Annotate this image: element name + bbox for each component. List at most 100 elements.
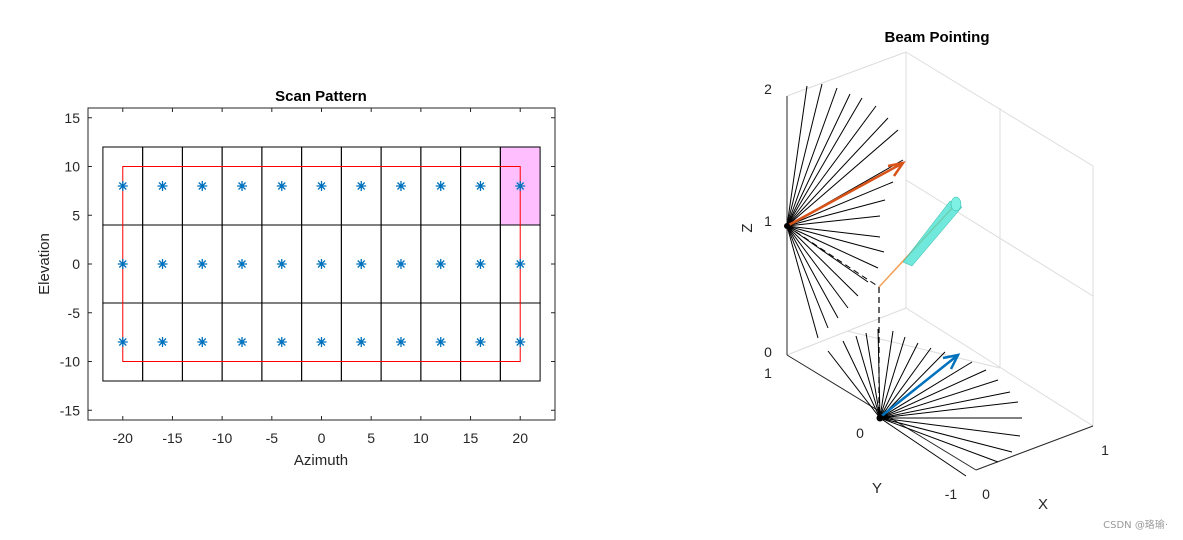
scan-point bbox=[237, 259, 248, 269]
axis-lines bbox=[786, 96, 1094, 471]
azimuth-ray bbox=[879, 361, 973, 419]
azimuth-ray bbox=[879, 417, 967, 477]
elevation-ray bbox=[786, 117, 889, 227]
elevation-ray bbox=[786, 87, 838, 227]
y-axis-ticks: -15 -10 -5 0 5 10 15 bbox=[60, 110, 555, 418]
azimuth-ray bbox=[879, 417, 999, 463]
scan-point bbox=[157, 259, 168, 269]
scan-pattern-chart: Scan Pattern -20 -15 -10 -5 0 5 10 15 20 -15-10-… bbox=[36, 88, 556, 469]
azimuth-ray bbox=[879, 369, 987, 419]
y-tick-label: 0 bbox=[856, 425, 864, 441]
x-tick-label: -20 bbox=[113, 430, 133, 446]
scan-point bbox=[435, 181, 446, 191]
azimuth-ray bbox=[865, 332, 881, 419]
beam-cone-cap bbox=[950, 196, 962, 212]
elevation-ray bbox=[786, 215, 881, 227]
scan-point bbox=[197, 337, 208, 347]
scan-point bbox=[197, 181, 208, 191]
elevation-ray bbox=[786, 225, 829, 329]
elevation-ray bbox=[786, 181, 894, 227]
z-tick-label: 0 bbox=[764, 344, 772, 360]
floor-origin-marker bbox=[876, 414, 884, 422]
elevation-ray bbox=[786, 225, 885, 253]
scan-point bbox=[117, 337, 128, 347]
scan-point bbox=[395, 181, 406, 191]
scan-point bbox=[515, 259, 526, 269]
scan-point bbox=[395, 337, 406, 347]
scan-point bbox=[276, 259, 287, 269]
azimuth-ray bbox=[877, 328, 881, 419]
scan-point bbox=[157, 337, 168, 347]
gridline bbox=[846, 330, 1001, 369]
azimuth-ray bbox=[842, 340, 881, 419]
x-tick-label: 0 bbox=[982, 486, 990, 502]
chart-title: Scan Pattern bbox=[275, 88, 367, 105]
wall-origin-marker bbox=[784, 223, 790, 229]
scan-point bbox=[515, 337, 526, 347]
elevation-arrow-head bbox=[887, 161, 906, 177]
scan-point bbox=[356, 337, 367, 347]
azimuth-ray bbox=[879, 379, 999, 419]
y-tick-label: 10 bbox=[64, 159, 80, 175]
beam-cone bbox=[902, 200, 963, 267]
x-tick-label: 10 bbox=[413, 430, 429, 446]
y-axis-label: Elevation bbox=[36, 233, 53, 295]
x-tick-label: -15 bbox=[162, 430, 182, 446]
elevation-arrow-shaft bbox=[786, 161, 904, 228]
elevation-ray bbox=[786, 97, 863, 227]
scan-point bbox=[316, 181, 327, 191]
azimuth-ray bbox=[879, 330, 894, 419]
azimuth-ray bbox=[879, 417, 1013, 453]
box-edge bbox=[786, 51, 907, 97]
x-tick-label: -10 bbox=[212, 430, 232, 446]
elevation-projection-lines bbox=[786, 83, 904, 339]
azimuth-ray bbox=[827, 350, 881, 419]
elevation-ray bbox=[786, 93, 851, 227]
box-edge bbox=[786, 307, 907, 356]
elevation-ray bbox=[786, 199, 886, 227]
axes-box bbox=[786, 51, 1094, 427]
chart-title: Beam Pointing bbox=[884, 29, 989, 46]
scan-point bbox=[395, 259, 406, 269]
elevation-ray bbox=[786, 225, 819, 339]
azimuth-ray bbox=[855, 335, 881, 419]
scan-points bbox=[117, 181, 526, 347]
azimuth-ray bbox=[879, 336, 906, 419]
elevation-ray bbox=[786, 85, 808, 227]
scan-point bbox=[435, 337, 446, 347]
azimuth-arrow-shaft bbox=[878, 354, 959, 419]
elevation-ray bbox=[786, 225, 859, 297]
elevation-ray bbox=[786, 105, 877, 227]
azimuth-ray bbox=[879, 347, 932, 419]
scan-point bbox=[157, 181, 168, 191]
y-tick-label: -1 bbox=[945, 486, 958, 502]
azimuth-arrow bbox=[878, 353, 961, 419]
watermark: CSDN @珞瑜· bbox=[1103, 518, 1168, 531]
x-axis-label: X bbox=[1038, 496, 1048, 513]
y-tick-label: 15 bbox=[64, 110, 80, 126]
elevation-ray bbox=[786, 225, 879, 269]
y-tick-label: 0 bbox=[72, 256, 80, 272]
scan-point bbox=[316, 259, 327, 269]
scan-point bbox=[117, 181, 128, 191]
azimuth-ray bbox=[879, 401, 1019, 419]
x-axis-label: Azimuth bbox=[294, 452, 348, 469]
projection-dash bbox=[786, 225, 880, 288]
y-tick-label: 1 bbox=[764, 365, 772, 381]
azimuth-ray bbox=[879, 391, 1011, 419]
y-tick-label: -15 bbox=[60, 402, 80, 418]
scan-point bbox=[117, 259, 128, 269]
scan-point bbox=[475, 337, 486, 347]
z-tick-label: 1 bbox=[764, 213, 772, 229]
y-tick-label: 5 bbox=[72, 207, 80, 223]
x-tick-label: -5 bbox=[266, 430, 279, 446]
y-tick-label: -10 bbox=[60, 354, 80, 370]
scan-point bbox=[475, 181, 486, 191]
scan-point bbox=[316, 337, 327, 347]
azimuth-arrow-head bbox=[942, 353, 961, 370]
elevation-ray bbox=[786, 225, 849, 309]
x-axis-ticks: -20 -15 -10 -5 0 5 10 15 20 bbox=[113, 108, 528, 446]
elevation-arrow bbox=[786, 161, 906, 228]
elevation-ray bbox=[786, 225, 881, 238]
